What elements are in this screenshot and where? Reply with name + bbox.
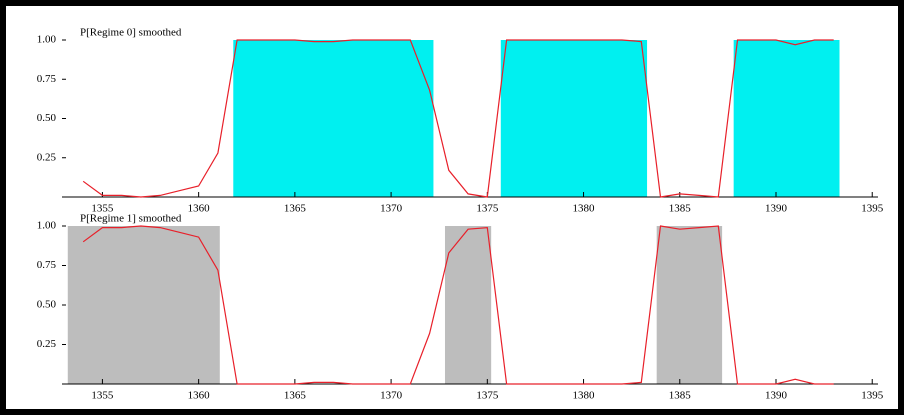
x-tick-label: 1395 (861, 390, 884, 402)
x-tick-label: 1395 (861, 203, 884, 215)
shaded-region (233, 40, 434, 197)
x-tick-label: 1360 (188, 203, 211, 215)
chart-title: P[Regime 1] smoothed (80, 213, 182, 225)
y-tick-label: 1.00 (37, 34, 57, 46)
shaded-region (67, 226, 220, 384)
x-tick-label: 1370 (380, 203, 403, 215)
y-tick-label: 0.75 (37, 259, 57, 271)
y-tick-label: 1.00 (37, 220, 57, 232)
chart-title: P[Regime 0] smoothed (80, 27, 182, 39)
shaded-region (656, 226, 723, 384)
x-tick-label: 1390 (765, 390, 788, 402)
shaded-region (444, 226, 492, 384)
y-tick-label: 0.25 (37, 338, 57, 350)
y-tick-label: 0.25 (37, 151, 57, 163)
x-tick-label: 1365 (284, 203, 307, 215)
y-tick-label: 0.75 (37, 73, 57, 85)
series-line (82, 39, 834, 198)
x-tick-label: 1360 (188, 390, 211, 402)
x-tick-label: 1365 (284, 390, 307, 402)
x-tick-label: 1385 (669, 203, 692, 215)
series-line (82, 225, 834, 385)
y-tick-label: 0.50 (37, 112, 57, 124)
x-tick-label: 1375 (476, 203, 499, 215)
shaded-region (733, 40, 840, 197)
x-tick-label: 1355 (91, 390, 114, 402)
y-tick-label: 0.50 (37, 299, 57, 311)
x-tick-label: 1355 (91, 203, 114, 215)
x-tick-label: 1380 (573, 390, 596, 402)
x-tick-label: 1385 (669, 390, 692, 402)
shaded-region (500, 40, 648, 197)
x-tick-label: 1390 (765, 203, 788, 215)
x-tick-label: 1370 (380, 390, 403, 402)
x-tick-label: 1375 (476, 390, 499, 402)
x-tick-label: 1380 (573, 203, 596, 215)
